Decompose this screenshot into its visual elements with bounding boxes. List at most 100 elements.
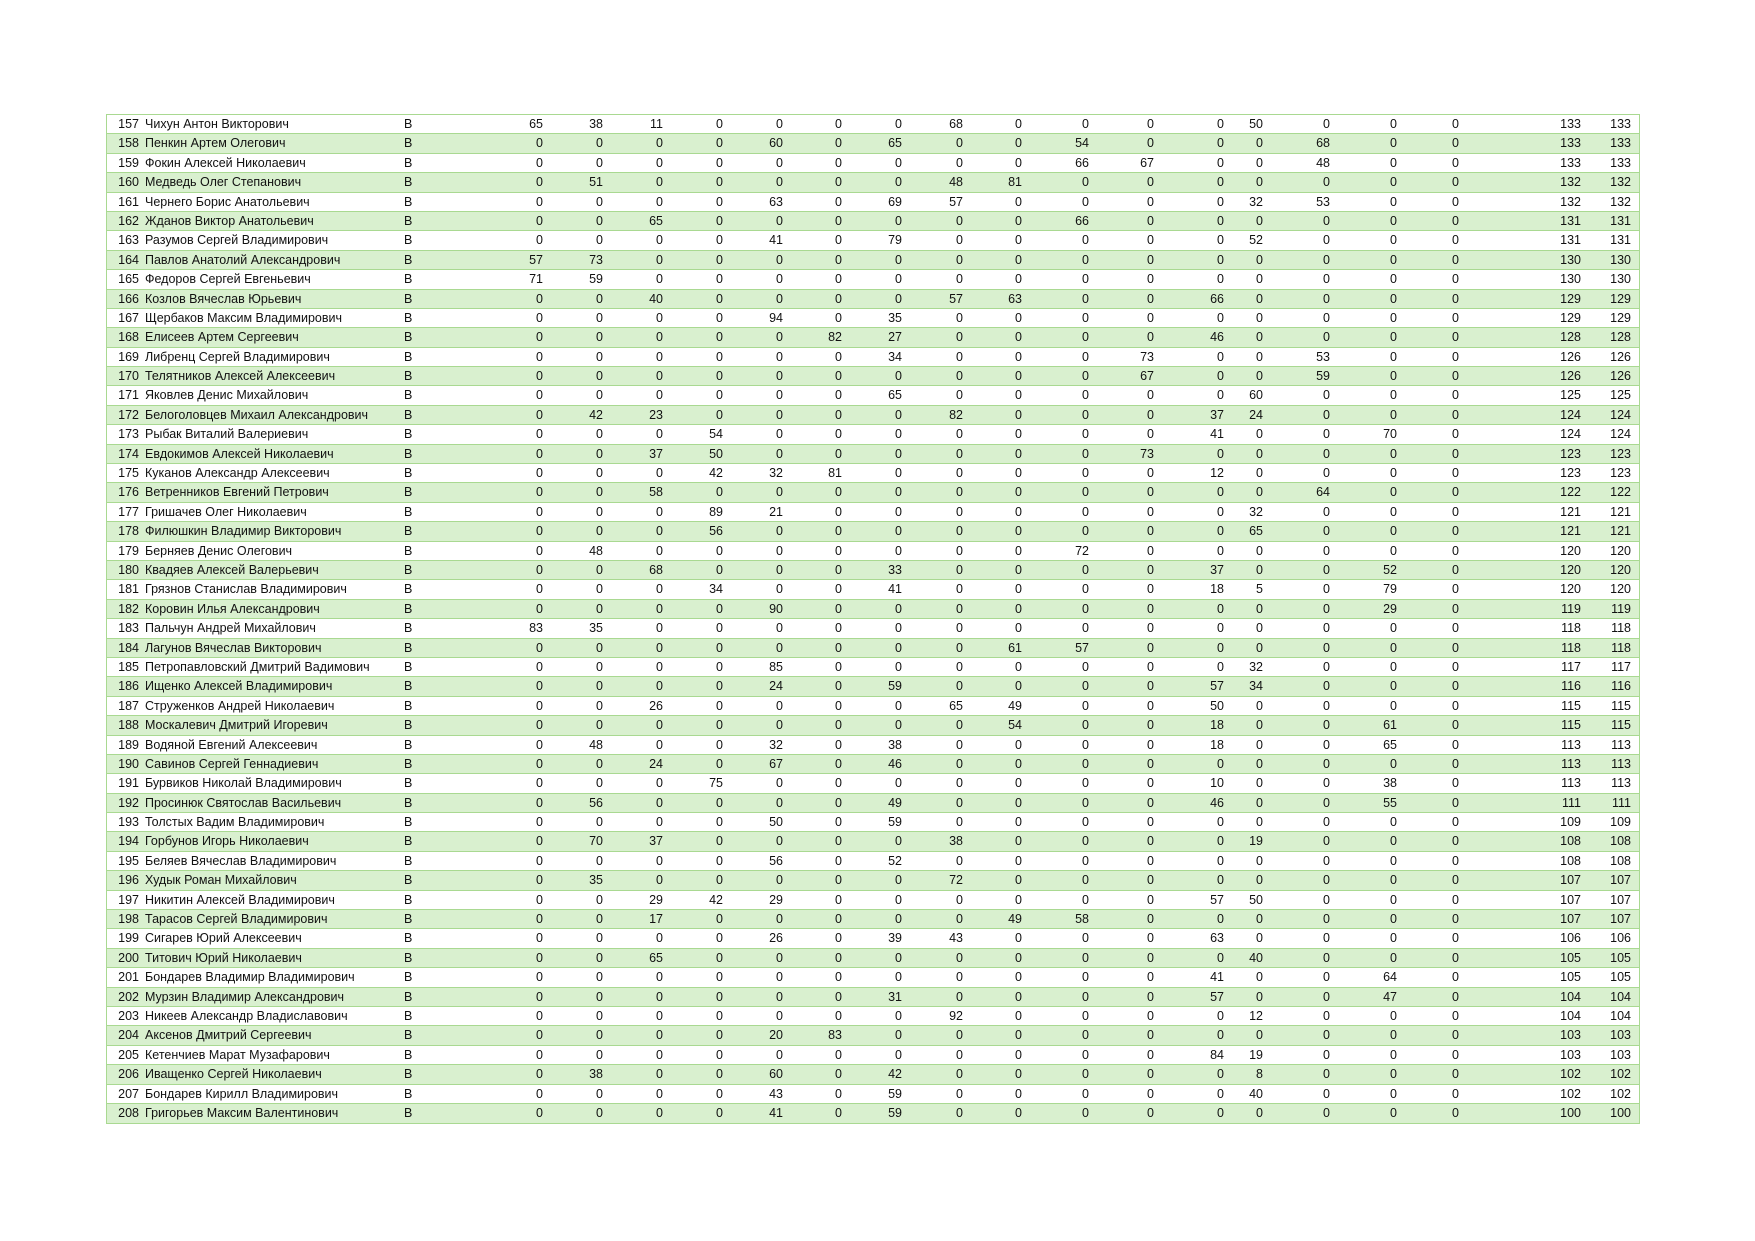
score-cell: 0	[1015, 233, 1022, 248]
score-cell: 0	[1390, 407, 1397, 422]
participant-name: Гришачев Олег Николаевич	[145, 504, 307, 519]
group-cell: В	[404, 834, 413, 849]
score-cell: 0	[596, 310, 603, 325]
score-cell: 0	[596, 640, 603, 655]
score-cell: 0	[1323, 776, 1330, 791]
score-cell: 0	[776, 1008, 783, 1023]
score-cell: 64	[1316, 485, 1330, 500]
final-total-cell: 119	[1611, 601, 1631, 616]
score-cell: 0	[956, 155, 963, 170]
score-cell: 0	[835, 776, 842, 791]
total-cell: 107	[1560, 873, 1581, 888]
score-cell: 0	[835, 1086, 842, 1101]
score-cell: 0	[776, 330, 783, 345]
score-cell: 0	[536, 718, 543, 733]
group-cell: В	[404, 815, 413, 830]
score-cell: 0	[1147, 543, 1154, 558]
score-cell: 0	[956, 1047, 963, 1062]
table-row: 166 Козлов Вячеслав Юрьевич В 0 0 40 0 0 0 0 57 63 0…	[107, 289, 1639, 309]
total-cell: 105	[1560, 970, 1581, 985]
score-cell: 0	[596, 776, 603, 791]
score-cell: 0	[956, 970, 963, 985]
score-cell: 0	[656, 330, 663, 345]
row-number: 162	[118, 213, 139, 228]
score-cell: 0	[1147, 1028, 1154, 1043]
total-cell: 131	[1560, 213, 1581, 228]
score-cell: 0	[835, 582, 842, 597]
score-cell: 0	[776, 562, 783, 577]
score-cell: 0	[1452, 815, 1459, 830]
score-cell: 0	[656, 582, 663, 597]
table-row: 181 Грязнов Станислав Владимирович В 0 0 0 34 0…	[107, 580, 1639, 600]
score-cell: 41	[769, 233, 783, 248]
table-row: 162 Жданов Виктор Анатольевич В 0 0 65 0 0 0 0 0 0 6…	[107, 211, 1639, 232]
score-cell: 54	[1075, 136, 1089, 151]
score-cell: 0	[716, 621, 723, 636]
score-cell: 0	[1390, 310, 1397, 325]
score-cell: 71	[529, 272, 543, 287]
score-cell: 0	[656, 388, 663, 403]
score-cell: 58	[1075, 912, 1089, 927]
score-cell: 0	[1015, 446, 1022, 461]
score-cell: 0	[536, 524, 543, 539]
score-cell: 0	[1082, 194, 1089, 209]
score-cell: 0	[1147, 873, 1154, 888]
score-cell: 0	[956, 853, 963, 868]
score-cell: 0	[656, 252, 663, 267]
score-cell: 0	[1082, 117, 1089, 131]
score-cell: 31	[888, 989, 902, 1004]
score-cell: 0	[895, 873, 902, 888]
score-cell: 8	[1256, 1067, 1263, 1082]
score-cell: 61	[1383, 718, 1397, 733]
group-cell: В	[404, 718, 413, 733]
score-cell: 0	[776, 446, 783, 461]
score-cell: 0	[1147, 815, 1154, 830]
score-cell: 0	[656, 272, 663, 287]
score-cell: 0	[835, 407, 842, 422]
score-cell: 0	[1452, 485, 1459, 500]
score-cell: 53	[1316, 349, 1330, 364]
participant-name: Квадяев Алексей Валерьевич	[145, 562, 319, 577]
score-cell: 79	[888, 233, 902, 248]
score-cell: 0	[1452, 659, 1459, 674]
score-cell: 73	[1140, 446, 1154, 461]
participant-name: Аксенов Дмитрий Сергеевич	[145, 1028, 312, 1043]
score-cell: 0	[1323, 1028, 1330, 1043]
score-cell: 0	[1323, 659, 1330, 674]
score-cell: 0	[596, 679, 603, 694]
group-cell: В	[404, 349, 413, 364]
final-total-cell: 120	[1610, 562, 1631, 577]
score-cell: 0	[1147, 795, 1154, 810]
score-cell: 40	[649, 291, 663, 306]
participant-name: Григорьев Максим Валентинович	[145, 1105, 339, 1120]
score-cell: 0	[956, 795, 963, 810]
score-cell: 0	[1015, 873, 1022, 888]
score-cell: 0	[1390, 369, 1397, 384]
score-cell: 0	[1015, 950, 1022, 965]
score-cell: 0	[1452, 873, 1459, 888]
table-row: 183 Пальчун Андрей Михайлович В 83 35 0 0 0 0 0 0 0…	[107, 619, 1639, 639]
participant-name: Никитин Алексей Владимирович	[145, 892, 335, 907]
score-cell: 0	[1082, 931, 1089, 946]
total-cell: 119	[1561, 601, 1581, 616]
score-cell: 0	[1390, 1105, 1397, 1120]
score-cell: 64	[1383, 970, 1397, 985]
score-cell: 59	[589, 272, 603, 287]
score-cell: 0	[716, 1086, 723, 1101]
score-cell: 0	[1147, 175, 1154, 190]
score-cell: 0	[895, 407, 902, 422]
score-cell: 0	[716, 388, 723, 403]
total-cell: 126	[1560, 369, 1581, 384]
participant-name: Толстых Вадим Владимирович	[145, 815, 325, 830]
score-cell: 0	[1256, 912, 1263, 927]
score-cell: 0	[1390, 136, 1397, 151]
score-cell: 0	[1217, 621, 1224, 636]
score-cell: 0	[1217, 601, 1224, 616]
score-cell: 0	[1323, 737, 1330, 752]
score-cell: 0	[536, 213, 543, 228]
score-cell: 0	[956, 582, 963, 597]
final-total-cell: 118	[1611, 640, 1631, 655]
score-cell: 20	[769, 1028, 783, 1043]
score-cell: 0	[1015, 853, 1022, 868]
score-cell: 0	[1082, 815, 1089, 830]
